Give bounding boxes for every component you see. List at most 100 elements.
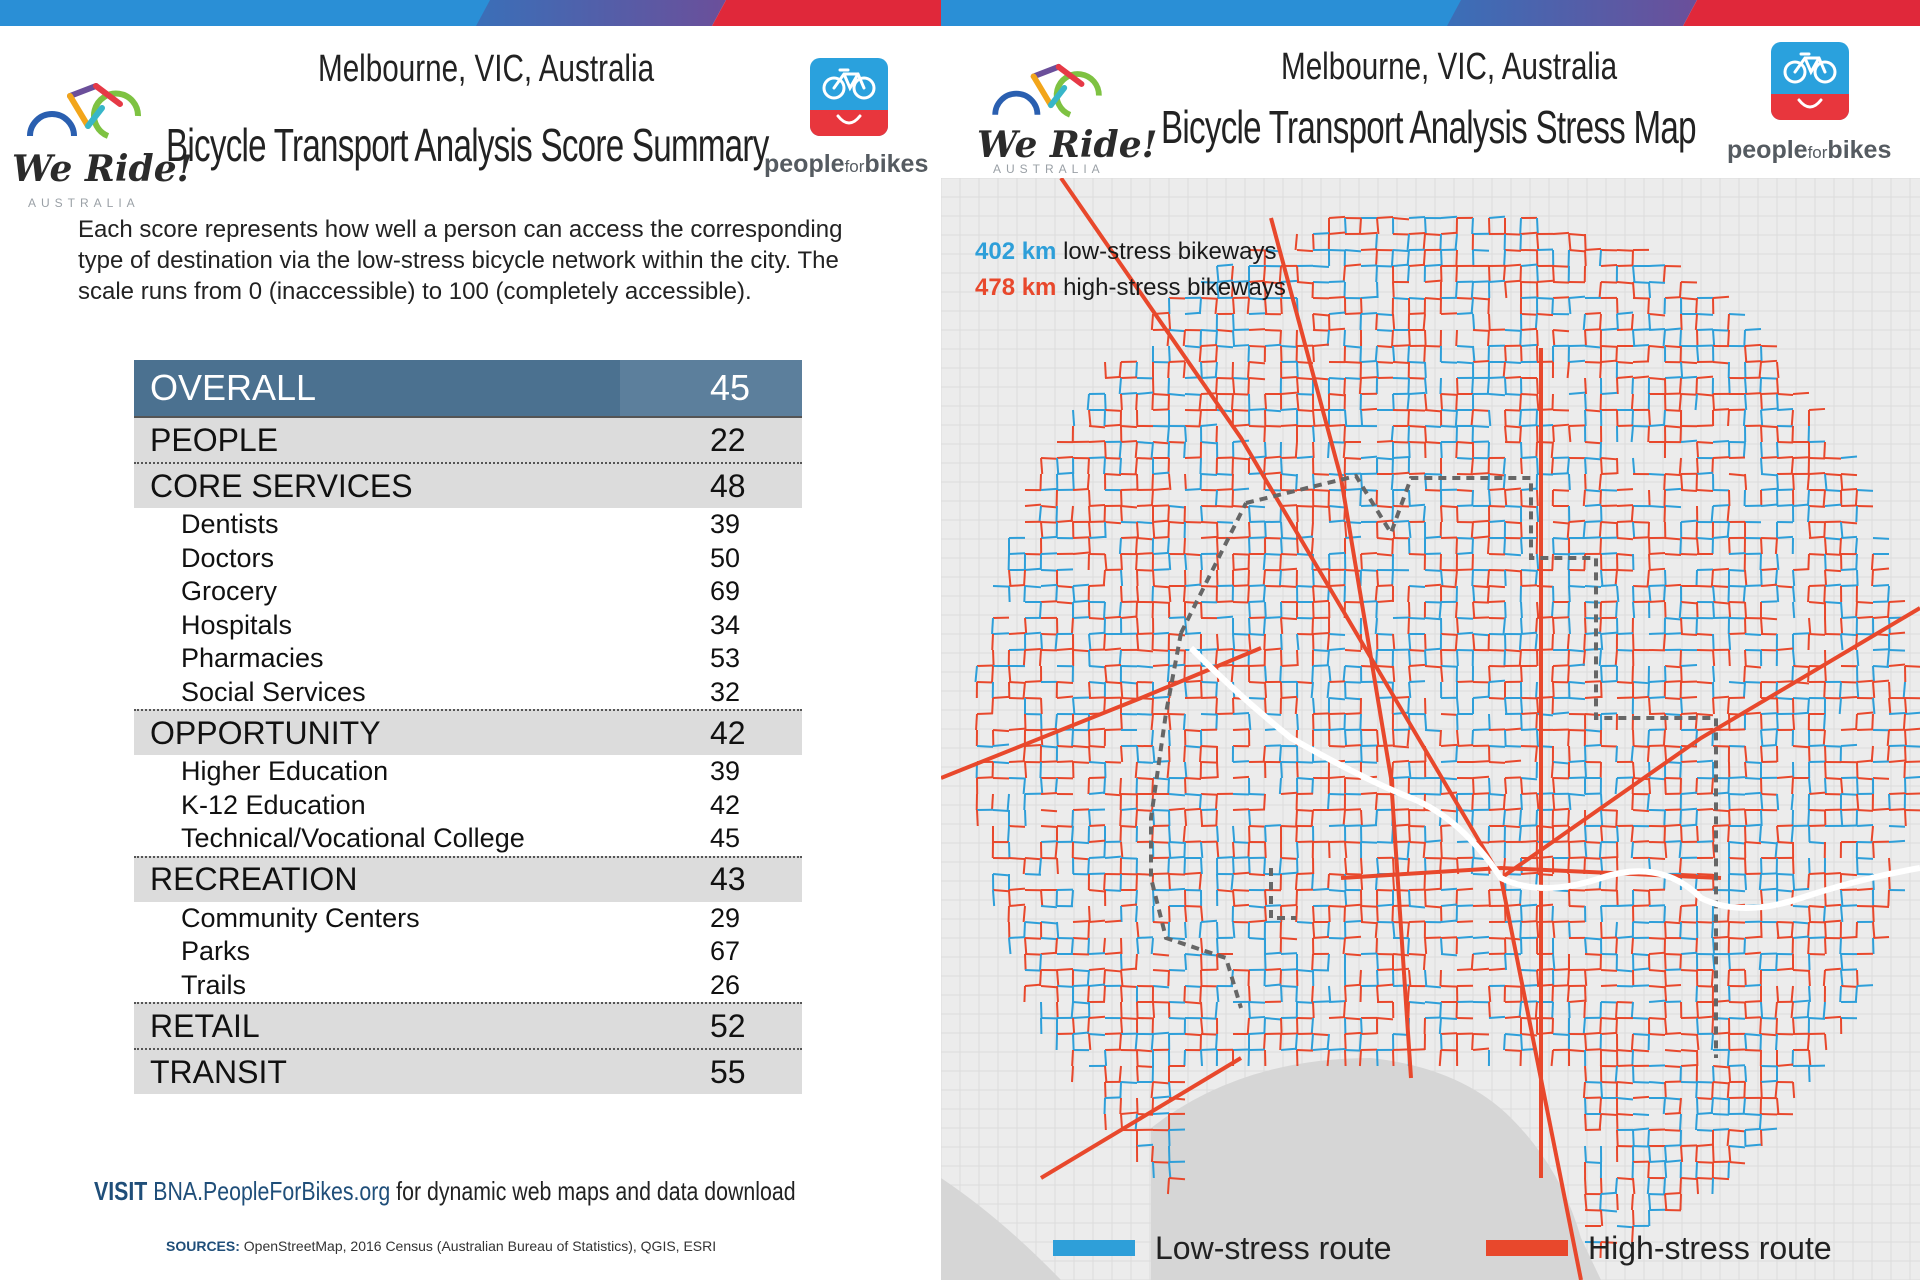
score-value-people: 22 [710,421,746,458]
score-value-trails: 26 [710,969,741,1000]
stress-map-canvas[interactable] [941,178,1920,1280]
legend-low-stress: Low-stress route [1053,1226,1392,1270]
we-ride-rings-icon [27,83,142,139]
score-summary-panel: We Ride! AUSTRALIA Melbourne, VIC, Austr… [0,26,941,1280]
score-label-transit: TRANSIT [150,1053,287,1090]
score-label-people: PEOPLE [150,421,279,458]
pfb-for-text-map: for [1807,143,1828,162]
score-title-location: Melbourne, VIC, Australia [318,48,655,90]
score-label-dentists: Dentists [181,509,279,540]
river-yarra [1188,645,1920,911]
score-value-higher-education: 39 [710,756,741,787]
we-ride-subtitle-map: AUSTRALIA [993,162,1105,176]
score-title-main: Bicycle Transport Analysis Score Summary [166,119,769,171]
we-ride-logo: We Ride! AUSTRALIA [10,56,192,210]
legend-low-stress-swatch [1053,1240,1135,1256]
port-phillip-bay [1151,1058,1601,1280]
score-value-technical-college: 45 [710,823,741,854]
score-row-hospitals: Hospitals 34 [134,609,802,643]
score-value-transit: 55 [710,1053,746,1090]
we-ride-wordmark: We Ride! [12,148,193,190]
header-stripe-blue-right [941,0,1461,26]
score-label-pharmacies: Pharmacies [181,643,324,674]
score-row-community-centers: Community Centers 29 [134,902,802,936]
we-ride-logo-map: We Ride! AUSTRALIA [973,38,1157,178]
score-label-k12-education: K-12 Education [181,789,366,820]
header-stripe-purple-right [1447,0,1697,26]
low-stress-km: 402 km [975,238,1057,265]
low-stress-text: low-stress bikeways [1063,238,1277,265]
score-value-retail: 52 [710,1007,746,1044]
we-ride-wordmark-map: We Ride! [977,124,1158,166]
pfb-people-text-map: people [1727,136,1808,164]
score-value-k12-education: 42 [710,789,741,820]
visit-link[interactable]: BNA.PeopleForBikes.org [153,1176,391,1206]
score-row-doctors: Doctors 50 [134,542,802,576]
score-value-social-services: 32 [710,676,741,707]
score-row-k12-education: K-12 Education 42 [134,789,802,823]
score-label-core-services: CORE SERVICES [150,467,413,504]
pfb-bikes-text-map: bikes [1827,136,1892,164]
low-stress-stat: 402 km low-stress bikeways [975,238,1276,266]
score-value-doctors: 50 [710,542,741,573]
municipal-boundary [1149,473,1718,1058]
peopleforbikes-wordmark: peopleforbikes [764,150,928,179]
header-stripe-blue-left [0,0,490,26]
score-label-higher-education: Higher Education [181,756,389,787]
score-value-recreation: 43 [710,861,746,897]
score-label-overall: OVERALL [150,367,317,408]
map-title-main: Bicycle Transport Analysis Stress Map [1161,101,1696,153]
score-row-opportunity: OPPORTUNITY 42 [134,709,802,755]
peopleforbikes-wordmark-map: peopleforbikes [1727,136,1891,165]
pfb-people-text: people [764,150,845,178]
score-row-trails: Trails 26 [134,969,802,1003]
score-row-people: PEOPLE 22 [134,416,802,462]
score-row-grocery: Grocery 69 [134,575,802,609]
score-label-opportunity: OPPORTUNITY [150,714,381,751]
score-value-pharmacies: 53 [710,643,741,674]
visit-keyword: VISIT [94,1176,148,1206]
score-value-grocery: 69 [710,576,741,607]
sources-keyword: SOURCES: [166,1238,240,1254]
score-label-social-services: Social Services [181,676,366,707]
score-row-dentists: Dentists 39 [134,508,802,542]
sources-text: OpenStreetMap, 2016 Census (Australian B… [243,1238,717,1254]
score-value-overall: 45 [710,367,751,408]
score-row-pharmacies: Pharmacies 53 [134,642,802,676]
high-stress-stat: 478 km high-stress bikeways [975,274,1286,302]
score-label-parks: Parks [181,936,251,967]
legend-low-stress-label: Low-stress route [1155,1229,1392,1266]
header-stripe-purple-left [476,0,726,26]
score-row-higher-education: Higher Education 39 [134,755,802,789]
smile-icon-map [1797,98,1823,109]
visit-text: for dynamic web maps and data download [396,1176,796,1206]
legend-high-stress-swatch [1486,1240,1568,1256]
score-label-grocery: Grocery [181,576,278,607]
score-row-transit: TRANSIT 55 [134,1048,802,1094]
score-label-community-centers: Community Centers [181,902,420,933]
bikeway-network [941,178,1920,1280]
score-row-parks: Parks 67 [134,935,802,969]
bicycle-icon [822,68,876,100]
stress-map[interactable]: 402 km low-stress bikeways 478 km high-s… [941,178,1920,1280]
score-value-community-centers: 29 [710,902,741,933]
score-label-trails: Trails [181,969,246,1000]
score-label-hospitals: Hospitals [181,609,293,640]
pfb-bikes-text: bikes [864,150,929,178]
pfb-for-text: for [844,157,865,176]
score-value-parks: 67 [710,936,741,967]
score-row-recreation: RECREATION 43 [134,855,802,902]
score-row-technical-college: Technical/Vocational College 45 [134,822,802,856]
score-value-dentists: 39 [710,509,741,540]
score-row-core-services: CORE SERVICES 48 [134,462,802,508]
high-stress-text: high-stress bikeways [1063,274,1286,301]
map-title-location: Melbourne, VIC, Australia [1281,46,1618,88]
score-row-social-services: Social Services 32 [134,676,802,710]
score-row-overall: OVERALL 45 [134,360,802,416]
smile-icon [836,114,862,125]
score-table: OVERALL 45 PEOPLE 22 CORE SERVICES 48 De… [134,360,802,1094]
score-label-recreation: RECREATION [150,861,358,897]
score-label-retail: RETAIL [150,1007,260,1044]
score-value-core-services: 48 [710,467,746,504]
legend-high-stress: High-stress route [1486,1226,1832,1270]
